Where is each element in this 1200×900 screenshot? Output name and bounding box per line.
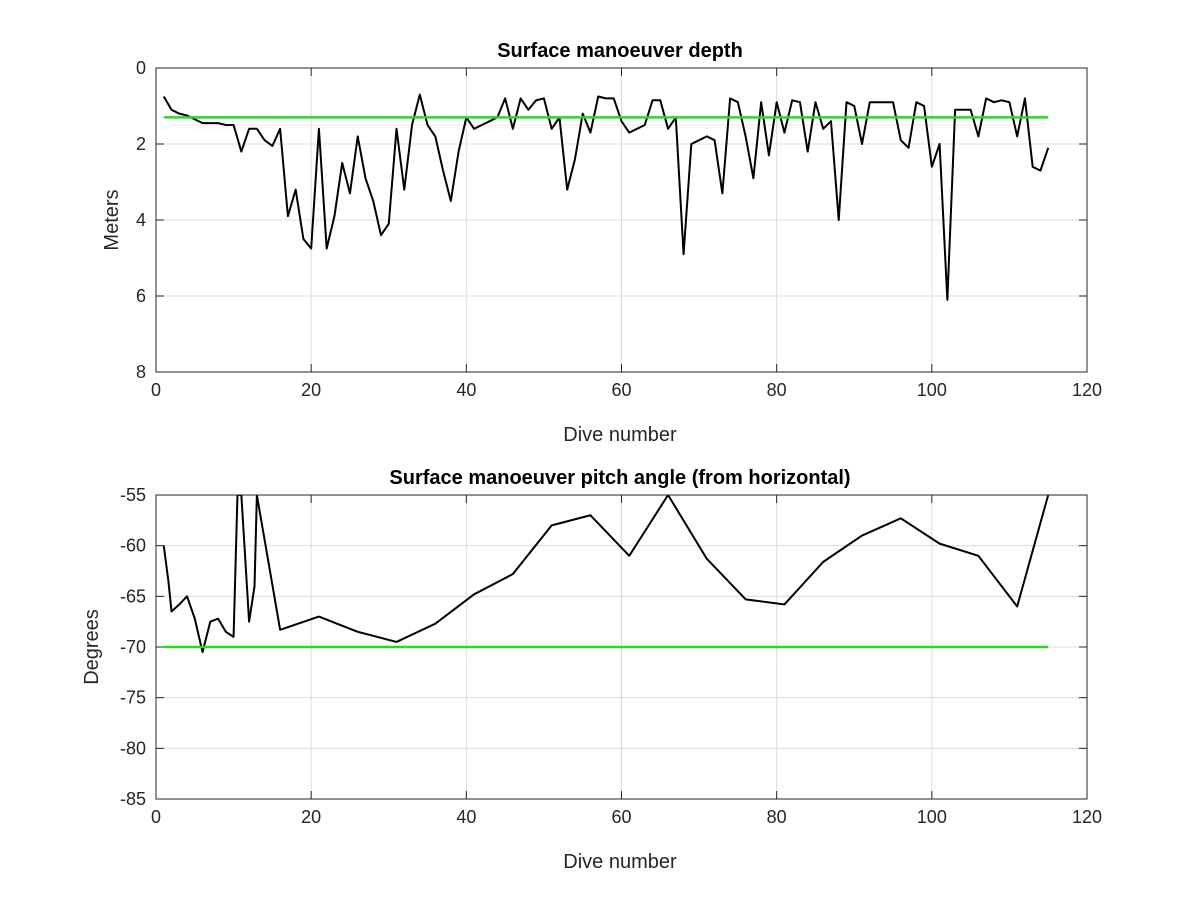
pitch-chart-y-tick-label: -70	[120, 637, 146, 657]
pitch-chart-y-tick-label: -85	[120, 789, 146, 809]
pitch-chart-x-tick-label: 120	[1072, 807, 1102, 827]
depth-chart-plot-area: 0 20 40 60 80 100 120 0 2 4 6 8	[136, 58, 1102, 400]
pitch-chart-xlabel: Dive number	[563, 851, 677, 873]
pitch-chart-x-tick-label: 60	[611, 807, 631, 827]
pitch-chart-x-tick-label: 100	[917, 807, 947, 827]
depth-chart-y-tick-label: 8	[136, 362, 146, 382]
depth-chart-data-line	[162, 93, 1050, 301]
depth-chart-x-tick-label: 120	[1072, 380, 1102, 400]
depth-chart-ylabel: Meters	[101, 189, 123, 250]
pitch-chart-y-tick-label: -60	[120, 536, 146, 556]
pitch-chart-y-tick-label: -55	[120, 485, 146, 505]
depth-chart-xlabel: Dive number	[563, 424, 677, 446]
pitch-chart-ylabel: Degrees	[81, 609, 103, 685]
depth-chart: 0 20 40 60 80 100 120 0 2 4 6 8 Surface manoeuver d…	[101, 40, 1102, 446]
pitch-chart: 0 20 40 60 80 100 120 -55 -60 -65 -70 -75 -80 -85 Sur…	[81, 467, 1102, 873]
depth-chart-title: Surface manoeuver depth	[497, 40, 743, 62]
depth-chart-x-tick-label: 100	[917, 380, 947, 400]
pitch-chart-x-tick-label: 40	[456, 807, 476, 827]
pitch-chart-y-tick-label: -75	[120, 688, 146, 708]
depth-chart-x-tick-label: 40	[456, 380, 476, 400]
depth-chart-y-tick-label: 4	[136, 210, 146, 230]
depth-chart-x-tick-label: 20	[301, 380, 321, 400]
depth-chart-x-tick-label: 0	[151, 380, 161, 400]
pitch-chart-x-tick-label: 20	[301, 807, 321, 827]
pitch-chart-title: Surface manoeuver pitch angle (from hori…	[389, 467, 850, 489]
depth-chart-y-tick-label: 6	[136, 286, 146, 306]
depth-chart-y-tick-label: 0	[136, 58, 146, 78]
depth-chart-x-tick-label: 80	[767, 380, 787, 400]
pitch-chart-y-tick-label: -65	[120, 586, 146, 606]
pitch-chart-x-tick-label: 80	[767, 807, 787, 827]
pitch-chart-y-tick-label: -80	[120, 738, 146, 758]
pitch-chart-plot-area: 0 20 40 60 80 100 120 -55 -60 -65 -70 -75 -80 -85	[120, 485, 1102, 827]
depth-chart-x-tick-label: 60	[611, 380, 631, 400]
pitch-chart-axes-frame	[155, 494, 1088, 800]
depth-chart-y-tick-label: 2	[136, 134, 146, 154]
pitch-chart-x-tick-label: 0	[151, 807, 161, 827]
pitch-chart-data-line	[162, 495, 1050, 654]
depth-chart-axes-frame	[155, 67, 1088, 373]
